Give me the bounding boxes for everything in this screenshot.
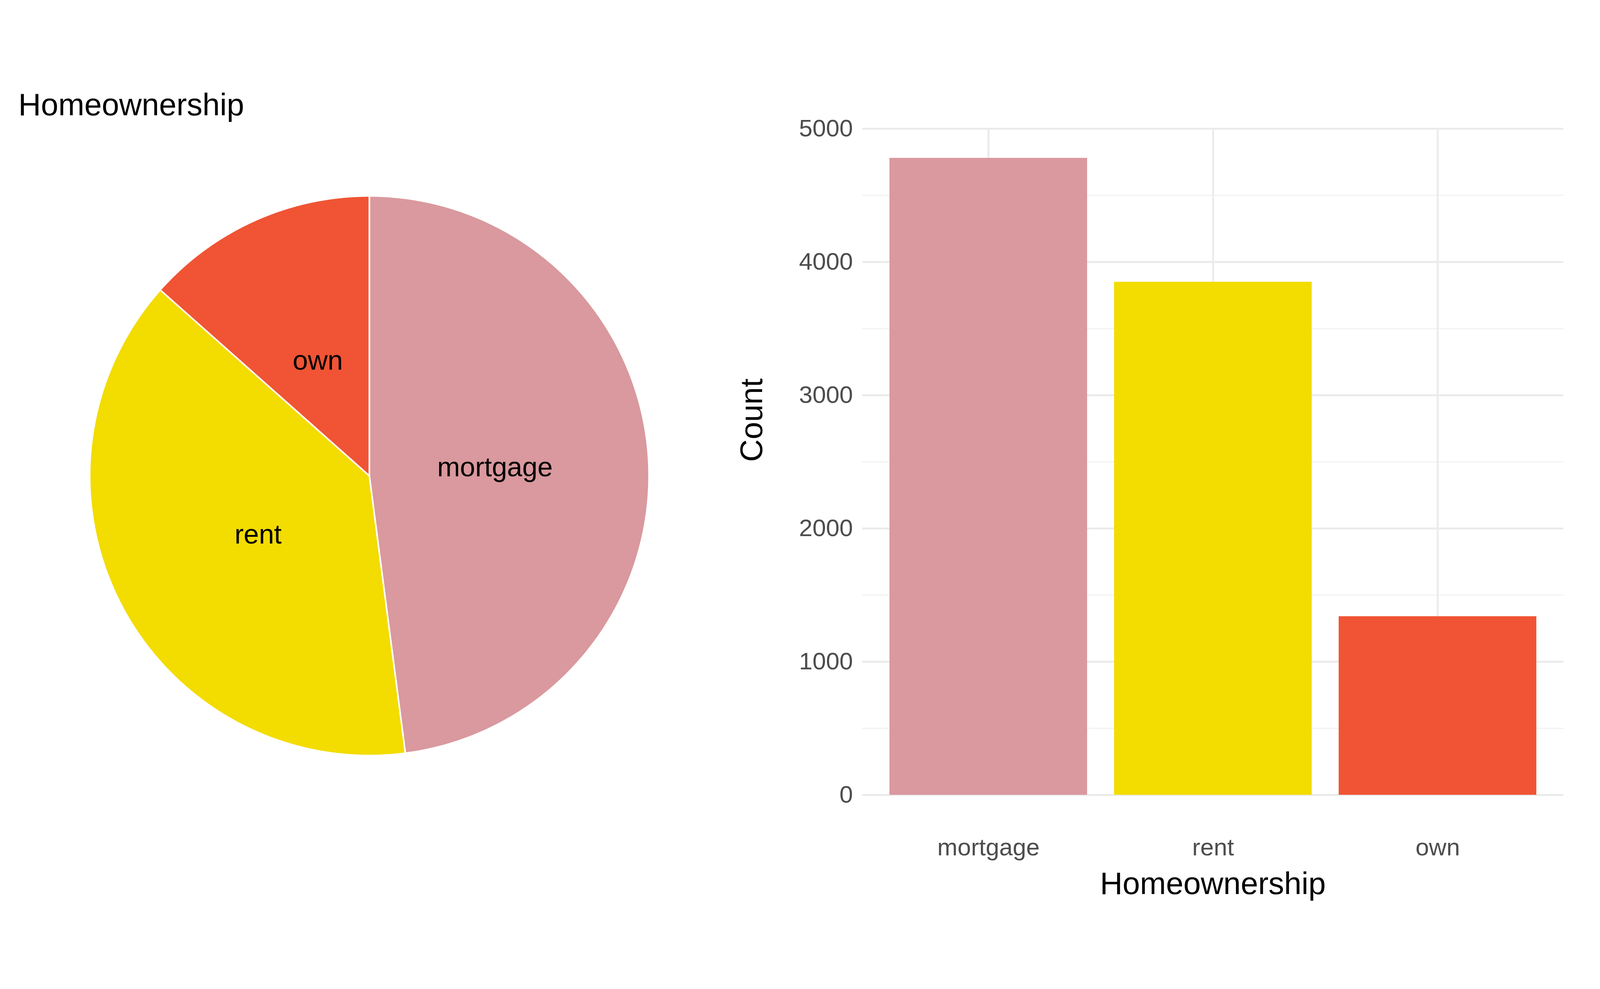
svg-text:4000: 4000	[799, 247, 854, 275]
svg-text:own: own	[292, 344, 343, 376]
svg-text:rent: rent	[1192, 833, 1234, 861]
svg-text:Homeownership: Homeownership	[1100, 865, 1326, 901]
svg-text:mortgage: mortgage	[437, 451, 553, 483]
svg-text:Count: Count	[733, 378, 769, 462]
svg-text:0: 0	[839, 780, 853, 808]
svg-text:rent: rent	[234, 518, 282, 550]
svg-text:5000: 5000	[799, 114, 854, 142]
svg-text:3000: 3000	[799, 380, 854, 408]
html-text:Homeownership: Homeownership	[18, 87, 245, 122]
svg-text:own: own	[1415, 833, 1461, 861]
svg-text:mortgage: mortgage	[937, 833, 1040, 861]
svg-text:1000: 1000	[799, 647, 854, 675]
svg-text:2000: 2000	[799, 514, 854, 542]
